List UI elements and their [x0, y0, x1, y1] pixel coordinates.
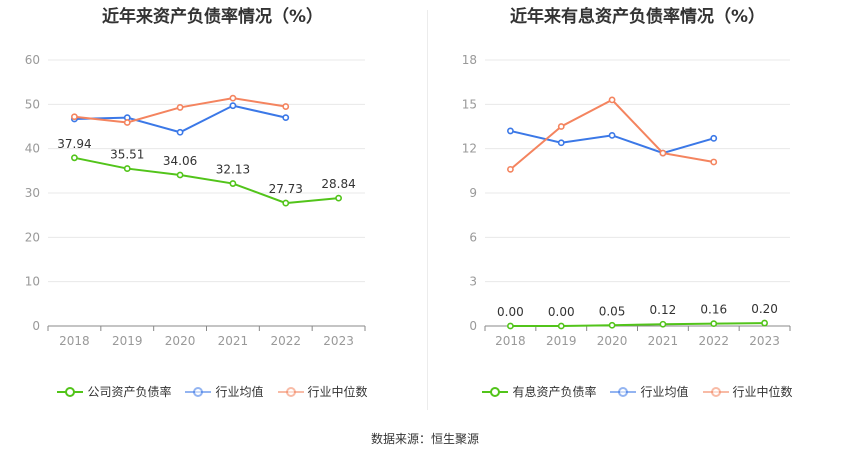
legend-label: 行业均值 [640, 385, 689, 399]
data-label: 34.06 [163, 154, 197, 168]
debt-ratio-plot: 0 10 20 30 40 50 60 2018 2019 2020 2021 2022 2023 37.… [25, 53, 366, 348]
series-line [510, 322, 765, 327]
legend-line-icon [702, 386, 729, 397]
data-point [282, 103, 290, 110]
data-point [282, 114, 290, 122]
x-tick-label: 2022 [698, 334, 729, 348]
y-tick-label: 50 [25, 97, 40, 111]
data-label: 0.20 [751, 302, 778, 316]
debt-ratio-chart: 近年来资产负债率情况（%） 0 10 20 30 40 50 60 2018 2019 2020 2… [0, 0, 425, 420]
legend-item[interactable]: 公司资产负债率 [57, 383, 171, 400]
data-point [507, 165, 514, 173]
data-point [176, 104, 184, 111]
data-label: 37.94 [57, 137, 91, 151]
x-tick-label: 2020 [597, 334, 628, 348]
y-tick-label: 9 [469, 186, 477, 200]
data-point [229, 180, 237, 187]
x-tick-label: 2022 [270, 334, 301, 348]
legend-item[interactable]: 行业中位数 [277, 383, 368, 400]
chart-title: 近年来资产负债率情况（%） [101, 7, 324, 27]
series-line [74, 156, 339, 205]
data-point [123, 119, 131, 126]
legend-label: 行业中位数 [732, 385, 793, 399]
data-point [608, 96, 616, 104]
data-point [710, 320, 718, 328]
legend-label: 行业均值 [215, 385, 264, 399]
y-tick-label: 6 [469, 230, 477, 244]
interest-debt-ratio-chart: 近年来有息资产负债率情况（%） 0 3 6 9 12 15 18 2018 2019 2020 20… [425, 0, 850, 420]
data-point [557, 123, 565, 130]
data-label: 27.73 [269, 182, 303, 196]
legend: 有息资产负债率 行业均值 行业中位数 [425, 383, 850, 400]
data-point [507, 322, 514, 330]
data-label: 0.00 [548, 305, 575, 319]
x-tick-label: 2020 [165, 334, 196, 348]
legend-item[interactable]: 行业均值 [185, 383, 264, 400]
data-point [176, 128, 184, 136]
data-point [71, 113, 78, 121]
data-point [335, 194, 342, 202]
legend-item[interactable]: 行业中位数 [702, 383, 793, 400]
legend-line-icon [185, 386, 212, 397]
data-point [659, 149, 667, 157]
x-tick-label: 2018 [495, 334, 526, 348]
data-label: 32.13 [216, 163, 250, 177]
data-point [761, 319, 768, 327]
x-tick-label: 2019 [546, 334, 577, 348]
data-label: 0.05 [599, 304, 626, 318]
y-tick-label: 12 [462, 142, 477, 156]
data-label: 0.12 [650, 303, 677, 317]
data-label: 28.84 [321, 177, 355, 191]
legend-line-icon [610, 386, 637, 397]
x-tick-label: 2023 [323, 334, 354, 348]
y-tick-label: 15 [462, 97, 477, 111]
data-label: 0.00 [497, 305, 524, 319]
data-point [229, 94, 237, 102]
legend-label: 公司资产负债率 [87, 385, 172, 399]
x-tick-label: 2021 [218, 334, 249, 348]
legend-label: 有息资产负债率 [512, 385, 597, 399]
data-label: 35.51 [110, 148, 144, 162]
data-point [557, 139, 565, 147]
x-tick-label: 2018 [59, 334, 90, 348]
y-tick-label: 20 [25, 230, 40, 244]
legend-line-icon [57, 386, 84, 397]
legend-line-icon [277, 386, 304, 397]
data-point [507, 127, 514, 135]
y-tick-label: 60 [25, 53, 40, 67]
data-point [229, 102, 237, 110]
data-point [282, 199, 290, 207]
data-point [710, 158, 718, 166]
x-tick-label: 2021 [648, 334, 679, 348]
data-point [710, 134, 718, 142]
x-tick-label: 2019 [112, 334, 143, 348]
y-tick-label: 0 [469, 319, 477, 333]
y-tick-label: 0 [32, 319, 40, 333]
data-point [71, 154, 78, 162]
y-tick-label: 18 [462, 53, 477, 67]
legend-label: 行业中位数 [307, 385, 368, 399]
data-point [123, 165, 131, 172]
interest-debt-ratio-plot: 0 3 6 9 12 15 18 2018 2019 2020 2021 2022 2023 0.00 0.… [462, 53, 791, 348]
data-point [557, 322, 565, 330]
chart-title: 近年来有息资产负债率情况（%） [509, 7, 766, 27]
y-tick-label: 10 [25, 275, 40, 289]
legend: 公司资产负债率 行业均值 行业中位数 [0, 383, 425, 400]
data-point [608, 131, 616, 139]
data-point [176, 171, 184, 179]
y-tick-label: 3 [469, 275, 477, 289]
y-tick-label: 40 [25, 142, 40, 156]
legend-item[interactable]: 有息资产负债率 [482, 383, 596, 400]
data-label: 0.16 [700, 303, 727, 317]
data-source: 数据来源：恒生聚源 [370, 432, 479, 446]
legend-line-icon [482, 386, 509, 397]
legend-item[interactable]: 行业均值 [610, 383, 689, 400]
x-tick-label: 2023 [749, 334, 780, 348]
y-tick-label: 30 [25, 186, 40, 200]
panel-divider [427, 10, 428, 410]
data-point [659, 320, 667, 328]
data-point [608, 321, 616, 329]
